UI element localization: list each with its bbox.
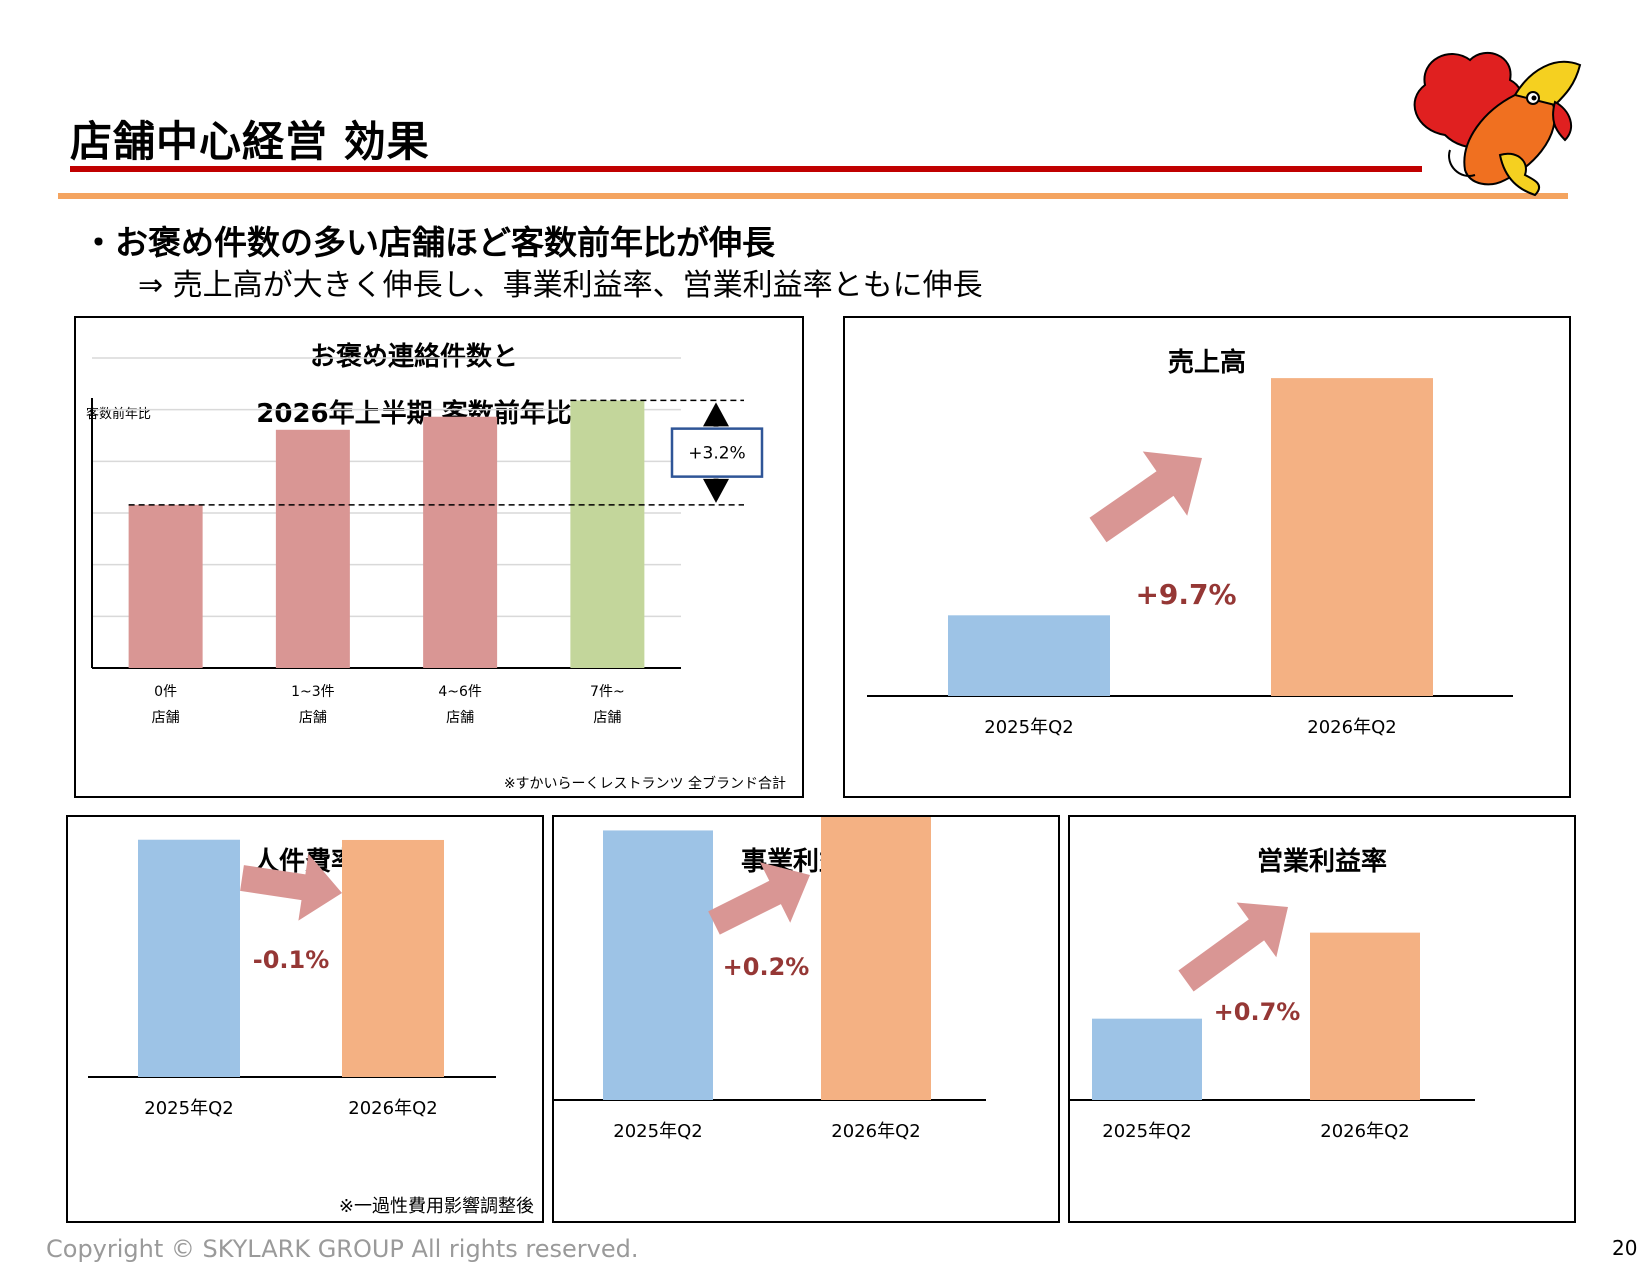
bar [275,429,350,668]
bar [128,504,203,668]
trend-arrow-icon [240,853,342,921]
tick-label: 2025年Q2 [1102,1121,1191,1142]
change-label: +0.2% [723,953,810,981]
tick-label: 店舗 [446,710,474,726]
tick-label: 店舗 [593,710,621,726]
page-title: 店舗中心経営 効果 [70,117,430,166]
annotation-box [670,427,764,478]
annotation-label: +3.2% [688,444,745,464]
chart-title: お褒め連絡件数と [310,341,518,372]
bar [1092,1018,1202,1100]
accent-rule [58,193,1568,199]
tick-label: 店舗 [299,710,327,726]
tick-label: 2025年Q2 [613,1121,702,1142]
sub-bullet: ⇒ 売上高が大きく伸長し、事業利益率、営業利益率ともに伸長 [138,268,983,303]
chart-title: 売上高 [1168,347,1246,378]
copyright: Copyright © SKYLARK GROUP All rights res… [46,1235,639,1263]
bar [603,830,713,1100]
tick-label: 7件~ [590,684,625,700]
labor-chart-panel: 人件費率 2025年Q2 2026年Q2 -0.1% ※一過性費用影響調整後 [66,815,544,1223]
bar [1310,932,1420,1100]
tick-label: 4~6件 [438,684,482,700]
chart-subtitle: 2026年上半期 客数前年比 [256,398,571,429]
trend-arrow-icon [1178,902,1288,992]
trend-arrow-icon [708,862,810,935]
tick-label: 0件 [154,684,177,700]
business-profit-chart-panel: 事業利益率 2025年Q2 2026年Q2 +0.2% [549,813,1060,1223]
main-bullet: ・お褒め件数の多い店舗ほど客数前年比が伸長 [82,223,775,262]
tick-label: 店舗 [152,710,180,726]
bar [948,615,1110,696]
title-underline [70,166,1422,172]
bar [342,839,444,1077]
bar [1271,378,1433,696]
sales-chart-panel: 売上高 2025年Q2 2026年Q2 +9.7% [843,316,1571,798]
change-label: +0.7% [1214,998,1301,1026]
tick-label: 2025年Q2 [144,1098,233,1119]
arrow-head-up-icon [703,402,729,427]
sales-chart: 売上高 2025年Q2 2026年Q2 +9.7% [867,347,1513,738]
tick-label: 2026年Q2 [1307,717,1396,738]
page-number: 20 [1612,1236,1638,1260]
chart-note: ※すかいらーくレストランツ 全ブランド合計 [504,775,786,792]
bar [138,839,240,1077]
tick-label: 1~3件 [291,684,335,700]
change-label: -0.1% [253,946,330,974]
labor-chart: 人件費率 2025年Q2 2026年Q2-0.1% ※一過性費用影響調整後 [88,839,534,1217]
arrow-head-down-icon [703,478,729,503]
mascot-bird-icon [1405,40,1585,200]
bar [570,400,645,668]
operating-profit-chart-panel: 営業利益率 2025年Q2 2026年Q2 +0.7% [1038,815,1576,1223]
trend-arrow-icon [1089,451,1202,543]
change-label: +9.7% [1135,578,1236,611]
chart-title: 営業利益率 [1257,846,1387,877]
operating-profit-chart: 営業利益率 2025年Q2 2026年Q2 +0.7% [1038,846,1475,1142]
y-axis-label: 客数前年比 [86,406,151,422]
tick-label: 2026年Q2 [348,1098,437,1119]
tick-label: 2026年Q2 [1320,1121,1409,1142]
tick-label: 2025年Q2 [984,717,1073,738]
bar [821,813,931,1100]
tick-label: 2026年Q2 [831,1121,920,1142]
praise-chart-panel: お褒め連絡件数と 2026年上半期 客数前年比 客数前年比 0件店舗 1~3件店舗… [74,316,804,798]
bar [423,416,498,668]
business-profit-chart: 事業利益率 2025年Q2 2026年Q2+0.2% [549,813,986,1142]
chart-note: ※一過性費用影響調整後 [339,1196,534,1217]
